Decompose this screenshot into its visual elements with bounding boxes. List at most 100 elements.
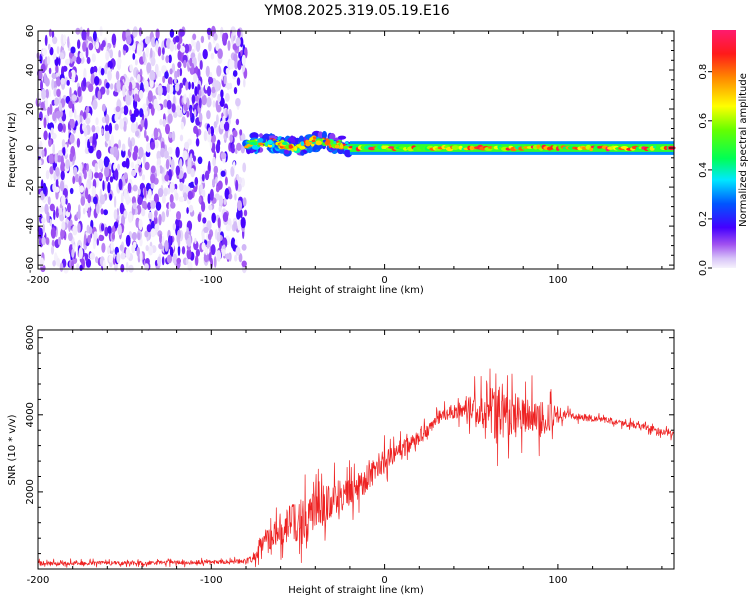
spectrogram-cell <box>126 35 132 45</box>
spectrogram-cell <box>144 118 148 130</box>
spectrogram-cell <box>234 193 237 201</box>
spectrogram-cell <box>209 188 214 201</box>
spectrogram-cell <box>187 261 193 272</box>
spectrogram-cell <box>83 233 87 245</box>
spectrogram-cell <box>215 43 220 51</box>
spectrogram-cell <box>174 77 177 84</box>
spectrogram-cell <box>65 198 68 205</box>
spectrogram-cell <box>118 178 123 191</box>
spectrogram-cell <box>51 30 55 39</box>
spectrogram-cell <box>249 141 256 145</box>
spectrogram-cell <box>51 72 57 80</box>
spectrogram-cell <box>105 50 110 62</box>
spectrogram-cell <box>174 35 180 43</box>
spectrogram-cell <box>175 82 180 92</box>
spectrogram-cell <box>123 172 128 180</box>
spectrogram-cell <box>61 139 66 148</box>
colorbar-tick-label: 0.0 <box>698 260 709 276</box>
spectrogram-cell <box>183 59 187 69</box>
spectrogram-cell <box>39 111 43 121</box>
spectrogram-cell <box>97 90 101 101</box>
spectrogram-cell <box>234 254 238 262</box>
spectrogram-cell <box>68 100 73 109</box>
spectrogram-cell <box>175 165 180 176</box>
spectrogram-cell <box>90 73 96 85</box>
spectrogram-cell <box>125 193 130 206</box>
spectrogram-cell <box>337 135 347 140</box>
spectrogram-cell <box>186 248 192 260</box>
spectrogram-cell <box>147 188 152 199</box>
spectrogram-cell <box>139 251 143 262</box>
spectrogram-cell <box>44 34 48 47</box>
spectrogram-cell <box>163 150 169 159</box>
spectrogram-cell <box>95 41 100 50</box>
colorbar-label: Normalized spectral amplitude <box>738 73 749 227</box>
spectrogram-cell <box>122 30 127 42</box>
spectrogram-cell <box>52 53 57 60</box>
spectrogram-cell <box>233 221 238 231</box>
spectrogram-cell <box>47 196 51 205</box>
spectrogram-cell <box>137 188 141 196</box>
spectrogram-cell <box>223 198 227 205</box>
spectrogram-cell <box>171 131 176 142</box>
snr-y-ticks: 2000 4000 6000 <box>25 325 674 555</box>
spectrogram-cell <box>138 218 143 231</box>
colorbar-ticks: 0.0 0.2 0.4 0.6 0.8 <box>698 64 712 276</box>
spectrogram-cell <box>139 108 144 118</box>
spectrogram-cell <box>88 42 94 51</box>
spectrogram-cell <box>232 130 238 138</box>
spectrogram-cell <box>165 123 170 135</box>
spectrogram-cell <box>200 183 203 194</box>
spectrogram-cell <box>205 65 210 78</box>
spectrogram-cell <box>125 76 130 88</box>
spectrogram-cell <box>118 139 122 149</box>
spectrogram-cell <box>38 70 43 81</box>
spectrogram-cell <box>157 85 163 96</box>
spectrogram-cell <box>334 144 340 149</box>
spectrogram-cell <box>47 122 50 129</box>
spectrogram-cell <box>236 142 242 151</box>
colorbar-gradient <box>712 30 736 268</box>
spectrogram-cell <box>45 77 50 87</box>
spectrogram-cell <box>109 49 113 59</box>
spectrogram-cell <box>225 67 230 75</box>
spectrogram-cell <box>130 113 136 123</box>
spectrogram-cell <box>206 86 212 97</box>
spectrogram-cell <box>129 140 133 153</box>
spectrogram-cell <box>120 192 124 204</box>
spectrogram-cell <box>72 175 76 185</box>
spectrogram-cell <box>136 158 142 166</box>
spectrogram-cell <box>71 94 78 102</box>
spectrogram-cell <box>166 83 170 94</box>
spectrogram-cell <box>170 201 176 209</box>
spectrogram-cell <box>169 68 173 75</box>
spectrogram-cell <box>237 220 242 231</box>
spectrogram-cell <box>218 195 224 206</box>
spectrogram-cell <box>202 49 208 60</box>
spectrogram-cell <box>83 127 88 137</box>
spectrogram-cell <box>71 260 74 271</box>
spectrogram-cell <box>220 170 226 177</box>
spectrogram-cell <box>204 170 210 181</box>
spectrogram-cell <box>60 170 65 181</box>
spectrogram-cell <box>123 105 129 116</box>
spectrogram-cell <box>48 43 51 51</box>
spectrogram-cell <box>194 86 198 98</box>
spectrogram-cell <box>173 95 176 106</box>
spectrogram-cell <box>98 234 103 241</box>
spectrogram-cell <box>228 82 233 90</box>
spectrogram-cell <box>141 174 146 181</box>
spectrogram-cell <box>82 207 86 215</box>
spectrogram-cell <box>148 245 154 256</box>
spectrogram-cell <box>51 239 55 248</box>
spectrogram-cell <box>225 108 228 118</box>
spectrogram-cell <box>148 102 153 109</box>
spectrogram-cell <box>117 57 122 66</box>
y-tick-label: 0 <box>25 145 36 151</box>
spectrogram-cell <box>177 229 181 240</box>
spectrogram-cell <box>62 65 68 72</box>
spectrogram-cell <box>212 178 216 187</box>
spectrogram-cell <box>123 210 128 218</box>
spectrogram-cell <box>50 227 57 239</box>
spectrogram-cell <box>229 58 235 70</box>
